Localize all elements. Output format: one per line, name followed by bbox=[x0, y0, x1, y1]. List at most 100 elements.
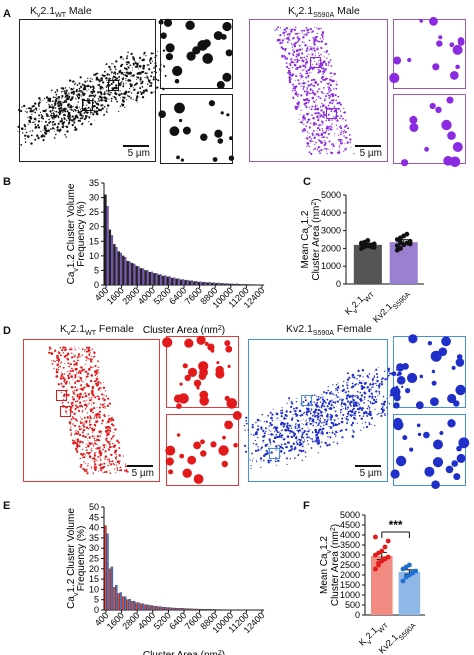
cluster-dot bbox=[109, 430, 112, 432]
cluster-dot bbox=[324, 68, 327, 71]
cluster-dot bbox=[349, 138, 352, 141]
cluster-dot bbox=[80, 95, 82, 97]
cluster-dot bbox=[306, 146, 308, 148]
cluster-dot bbox=[303, 90, 306, 93]
image-d-wt-overview: 5 µm bbox=[23, 339, 160, 482]
data-point bbox=[407, 562, 412, 568]
cluster-dot bbox=[372, 380, 374, 382]
cluster-dot bbox=[89, 379, 93, 383]
cluster-dot bbox=[123, 83, 125, 85]
cluster-dot bbox=[308, 118, 311, 121]
cluster-dot bbox=[113, 65, 116, 68]
cluster-dot bbox=[314, 61, 316, 62]
cluster-dot bbox=[132, 70, 133, 71]
cluster-dot bbox=[288, 39, 290, 41]
cluster-dot bbox=[267, 414, 270, 417]
cluster-dot bbox=[332, 99, 335, 102]
cluster-dot bbox=[98, 430, 101, 433]
cluster-dot bbox=[324, 131, 326, 133]
cluster-blob bbox=[224, 340, 231, 347]
cluster-dot bbox=[306, 87, 308, 89]
cluster-dot bbox=[98, 464, 100, 466]
cluster-blob bbox=[163, 18, 173, 27]
cluster-dot bbox=[78, 82, 81, 85]
cluster-dot bbox=[129, 87, 131, 90]
cluster-dot bbox=[324, 107, 326, 109]
cluster-blob bbox=[165, 457, 174, 466]
cluster-dot bbox=[98, 416, 100, 418]
cluster-dot bbox=[335, 83, 338, 86]
panel-label-d: D bbox=[3, 325, 11, 337]
cluster-dot bbox=[376, 376, 379, 378]
cluster-dot bbox=[138, 97, 140, 98]
cluster-dot bbox=[70, 106, 73, 109]
cluster-dot bbox=[91, 358, 93, 360]
cluster-dot bbox=[91, 386, 94, 390]
cluster-dot bbox=[143, 53, 145, 56]
cluster-dot bbox=[92, 85, 95, 89]
cluster-dot bbox=[24, 111, 26, 112]
cluster-dot bbox=[148, 68, 151, 71]
cluster-dot bbox=[129, 78, 131, 80]
cluster-dot bbox=[98, 468, 100, 470]
cluster-dot bbox=[304, 64, 306, 67]
cluster-dot bbox=[138, 65, 142, 68]
cluster-dot bbox=[331, 119, 333, 121]
cluster-dot bbox=[108, 430, 110, 432]
cluster-blob bbox=[184, 374, 191, 382]
cluster-dot bbox=[155, 62, 157, 64]
cluster-dot bbox=[336, 423, 339, 426]
cluster-dot bbox=[57, 366, 60, 369]
cluster-dot bbox=[83, 423, 85, 425]
cluster-dot bbox=[152, 78, 155, 81]
cluster-dot bbox=[43, 135, 46, 138]
cluster-dot bbox=[314, 26, 316, 28]
cluster-dot bbox=[308, 39, 311, 42]
cluster-dot bbox=[49, 130, 51, 131]
cluster-dot bbox=[325, 113, 326, 115]
cluster-dot bbox=[330, 421, 333, 424]
cluster-dot bbox=[308, 53, 310, 56]
cluster-dot bbox=[77, 409, 81, 412]
cluster-dot bbox=[155, 71, 157, 74]
cluster-dot bbox=[289, 63, 292, 65]
cluster-dot bbox=[108, 402, 111, 405]
cluster-dot bbox=[82, 104, 85, 106]
cluster-dot bbox=[137, 76, 140, 79]
cluster-dot bbox=[54, 110, 56, 112]
data-point bbox=[382, 544, 388, 550]
cluster-blob bbox=[208, 100, 215, 107]
cluster-dot bbox=[326, 78, 328, 80]
cluster-dot bbox=[286, 424, 289, 427]
cluster-dot bbox=[318, 150, 321, 153]
cluster-dot bbox=[78, 90, 80, 92]
cluster-dot bbox=[108, 460, 111, 463]
cluster-dot bbox=[53, 367, 55, 370]
cluster-dot bbox=[126, 68, 128, 71]
cluster-dot bbox=[110, 100, 113, 102]
cluster-dot bbox=[117, 441, 120, 444]
cluster-dot bbox=[51, 360, 53, 362]
cluster-dot bbox=[100, 403, 102, 406]
cluster-dot bbox=[95, 420, 99, 423]
cluster-dot bbox=[101, 432, 102, 434]
cluster-dot bbox=[132, 55, 134, 58]
cluster-dot bbox=[76, 440, 79, 443]
cluster-dot bbox=[119, 64, 123, 68]
cluster-dot bbox=[119, 82, 122, 84]
cluster-dot bbox=[114, 451, 117, 454]
histogram-bar bbox=[168, 276, 171, 286]
cluster-dot bbox=[116, 72, 119, 75]
data-point bbox=[371, 241, 377, 247]
cluster-blob bbox=[452, 142, 463, 152]
cluster-dot bbox=[291, 38, 293, 40]
cluster-dot bbox=[312, 149, 315, 151]
histogram-bar bbox=[253, 284, 256, 286]
cluster-dot bbox=[54, 360, 56, 363]
cluster-dot bbox=[141, 59, 144, 62]
cluster-dot bbox=[302, 75, 304, 78]
cluster-dot bbox=[56, 90, 59, 92]
cluster-dot bbox=[17, 130, 19, 132]
cluster-dot bbox=[303, 128, 306, 131]
cluster-dot bbox=[57, 369, 60, 371]
